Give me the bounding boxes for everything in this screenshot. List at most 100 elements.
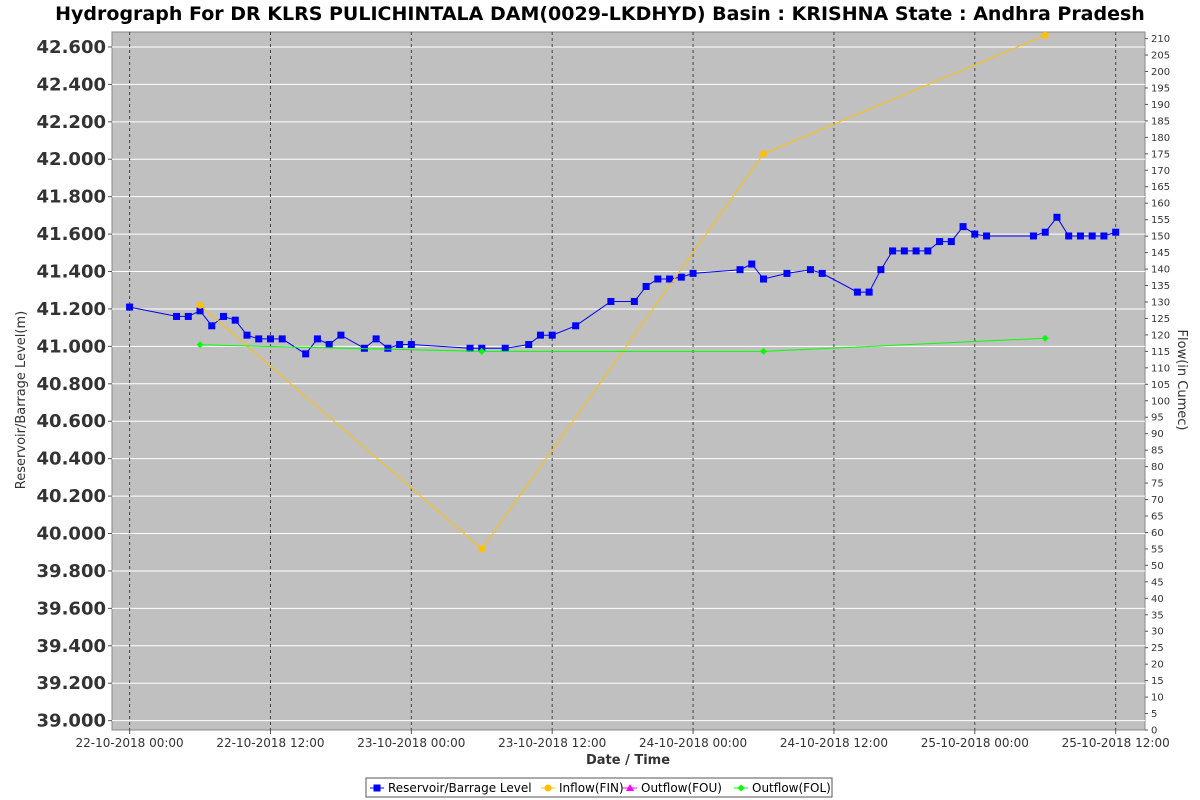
data-point: [196, 341, 204, 349]
y-right-tick-label: 175: [1151, 149, 1170, 160]
y-left-tick-label: 39.200: [37, 673, 106, 694]
y-right-tick-label: 180: [1151, 133, 1170, 144]
data-point: [1065, 232, 1073, 240]
data-point: [478, 545, 486, 553]
series-layer: [126, 31, 1120, 553]
data-point: [759, 275, 767, 283]
data-point: [184, 312, 192, 320]
data-point: [372, 335, 380, 343]
data-point: [1029, 232, 1037, 240]
y-right-tick-label: 80: [1151, 462, 1164, 473]
data-point: [877, 266, 885, 274]
y-left-tick-label: 41.000: [37, 336, 106, 357]
y-right-tick-label: 70: [1151, 495, 1164, 506]
y-right-tick-label: 190: [1151, 100, 1170, 111]
legend-item-label: Outflow(FOL): [752, 781, 831, 795]
y-right-tick-label: 165: [1151, 182, 1170, 193]
y-right-tick-label: 115: [1151, 347, 1170, 358]
data-point: [1076, 232, 1084, 240]
y-left-tick-label: 41.200: [37, 299, 106, 320]
data-point: [173, 312, 181, 320]
data-point: [912, 247, 920, 255]
data-point: [325, 341, 333, 349]
y-right-tick-label: 125: [1151, 314, 1170, 325]
y-axis-right-label: Flow(in Cumec): [1174, 330, 1189, 431]
data-point: [220, 312, 228, 320]
data-point: [936, 238, 944, 246]
y-right-tick-label: 85: [1151, 446, 1164, 457]
data-point: [959, 223, 967, 231]
y-right-tick-label: 90: [1151, 429, 1164, 440]
y-left-tick-label: 39.400: [37, 636, 106, 657]
data-point: [759, 150, 767, 158]
series-line-outflow-fol: [199, 337, 1046, 352]
y-right-tick-label: 205: [1151, 51, 1170, 62]
data-point: [1100, 232, 1108, 240]
data-point: [900, 247, 908, 255]
data-point: [337, 331, 345, 339]
data-point: [196, 307, 204, 315]
y-right-tick-label: 65: [1151, 511, 1164, 522]
data-point: [396, 341, 404, 349]
y-right-tick-label: 40: [1151, 594, 1164, 605]
y-right-tick-label: 195: [1151, 83, 1170, 94]
y-right-tick-label: 100: [1151, 396, 1170, 407]
data-point: [759, 347, 767, 355]
y-left-tick-label: 42.200: [37, 112, 106, 133]
data-point: [407, 341, 415, 349]
y-right-tick-label: 160: [1151, 199, 1170, 210]
y-left-tick-label: 39.000: [37, 711, 106, 732]
data-point: [642, 282, 650, 290]
data-point: [1088, 232, 1096, 240]
y-right-tick-label: 25: [1151, 643, 1164, 654]
y-right-tick-label: 10: [1151, 693, 1164, 704]
data-point: [501, 344, 509, 352]
data-point: [1053, 213, 1061, 221]
data-point: [630, 297, 638, 305]
y-right-tick-label: 5: [1151, 709, 1157, 720]
data-point: [231, 316, 239, 324]
y-right-tick-label: 15: [1151, 676, 1164, 687]
left-y-axis: 39.000 39.200 39.400 39.600 39.800 40.000 40.2…: [37, 37, 112, 732]
y-right-tick-label: 0: [1151, 726, 1157, 737]
series-outflow-fol: [196, 334, 1049, 355]
data-point: [266, 335, 274, 343]
data-point: [818, 269, 826, 277]
y-left-tick-label: 42.000: [37, 149, 106, 170]
y-left-tick-label: 42.400: [37, 74, 106, 95]
data-point: [983, 232, 991, 240]
data-point: [548, 331, 556, 339]
x-axis-label: Date / Time: [586, 753, 670, 768]
y-right-tick-label: 170: [1151, 166, 1170, 177]
y-right-tick-label: 50: [1151, 561, 1164, 572]
legend-item-label: Outflow(FOU): [641, 781, 722, 795]
y-right-tick-label: 30: [1151, 627, 1164, 638]
y-right-tick-label: 210: [1151, 34, 1170, 45]
data-point: [666, 275, 674, 283]
y-right-tick-label: 45: [1151, 577, 1164, 588]
data-point: [536, 331, 544, 339]
data-point: [1041, 31, 1049, 39]
y-left-tick-label: 40.200: [37, 486, 106, 507]
legend-box: [365, 777, 833, 798]
data-point: [689, 269, 697, 277]
data-point: [313, 335, 321, 343]
y-right-tick-label: 20: [1151, 660, 1164, 671]
x-tick-label: 25-10-2018 12:00: [1062, 736, 1170, 750]
y-right-tick-label: 185: [1151, 116, 1170, 127]
x-tick-label: 23-10-2018 00:00: [357, 736, 465, 750]
x-tick-label: 24-10-2018 12:00: [780, 736, 888, 750]
legend-item-label: Inflow(FIN): [559, 781, 624, 795]
x-tick-label: 22-10-2018 12:00: [216, 736, 324, 750]
legend-marker: [737, 784, 745, 792]
data-point: [196, 301, 204, 309]
y-right-tick-label: 110: [1151, 363, 1170, 374]
data-point: [478, 347, 486, 355]
y-left-tick-label: 40.800: [37, 374, 106, 395]
data-point: [126, 303, 134, 311]
y-right-tick-label: 95: [1151, 413, 1164, 424]
x-tick-label: 22-10-2018 00:00: [76, 736, 184, 750]
y-right-tick-label: 200: [1151, 67, 1170, 78]
data-point: [654, 275, 662, 283]
